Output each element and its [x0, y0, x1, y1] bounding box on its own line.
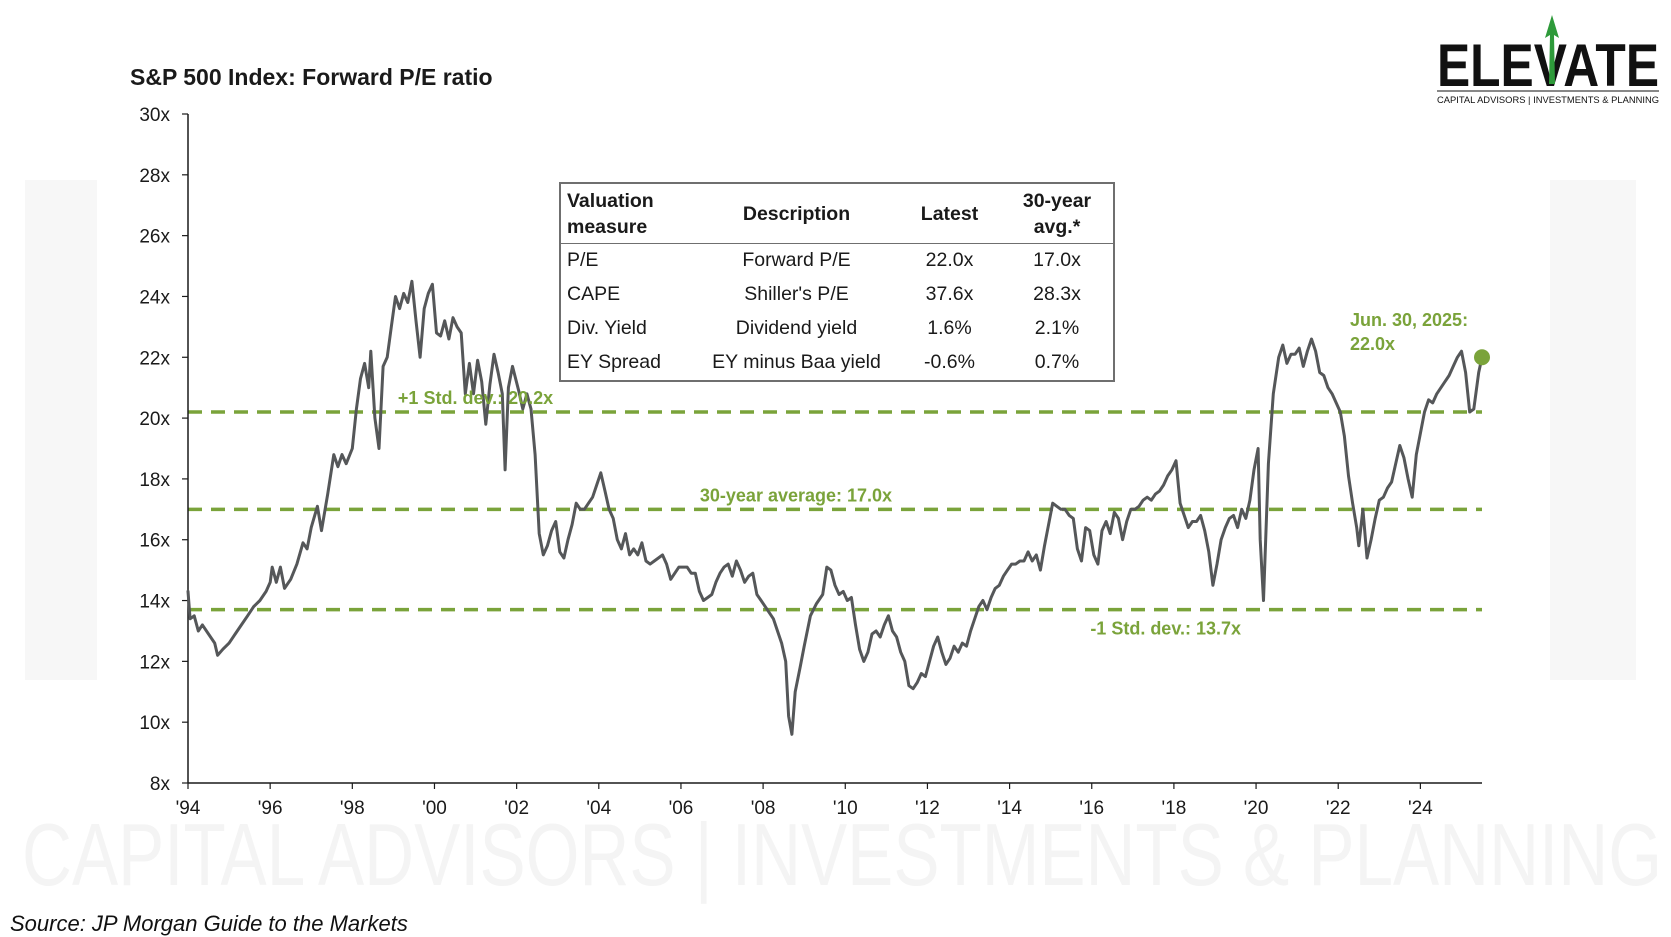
header-valuation-measure: Valuation measure: [567, 190, 654, 239]
table-cell: EY minus Baa yield: [712, 351, 881, 373]
header-30yr-avg: 30-year avg.*: [1022, 190, 1092, 239]
table-row: EY Spread EY minus Baa yield -0.6% 0.7%: [560, 346, 1114, 381]
latest-point-label: Jun. 30, 2025:: [1350, 310, 1468, 330]
table-row: CAPE Shiller's P/E 37.6x 28.3x: [560, 278, 1114, 312]
x-tick-label: '16: [1079, 798, 1104, 819]
x-tick-label: '98: [340, 798, 365, 819]
y-tick-label: 14x: [139, 592, 170, 613]
reference-line-label: -1 Std. dev.: 13.7x: [1090, 619, 1241, 639]
x-tick-label: '00: [422, 798, 447, 819]
x-tick-label: '22: [1326, 798, 1351, 819]
table-row: Div. Yield Dividend yield 1.6% 2.1%: [560, 312, 1114, 346]
table-cell: 28.3x: [1033, 283, 1081, 305]
table-cell: -0.6%: [924, 351, 975, 373]
table-cell: 17.0x: [1033, 249, 1081, 271]
table-cell: 37.6x: [925, 283, 974, 305]
y-tick-label: 16x: [139, 531, 170, 552]
logo-tagline: CAPITAL ADVISORS | INVESTMENTS & PLANNIN…: [1437, 95, 1659, 106]
forward-pe-series-line: [186, 279, 1484, 736]
x-tick-label: '14: [997, 798, 1022, 819]
table-cell: Dividend yield: [735, 317, 858, 339]
source-note: Source: JP Morgan Guide to the Markets: [10, 911, 408, 936]
table-cell: 1.6%: [927, 317, 972, 339]
x-tick-label: '20: [1244, 798, 1269, 819]
valuation-table: Valuation measure Description Latest 30-…: [559, 182, 1115, 382]
latest-point-marker: [1474, 349, 1490, 366]
table-cell: P/E: [567, 249, 599, 271]
x-tick-label: '94: [176, 798, 201, 819]
x-tick-label: '04: [586, 798, 611, 819]
watermark-text: CAPITAL ADVISORS | INVESTMENTS & PLANNIN…: [22, 805, 1662, 904]
table-cell: Forward P/E: [742, 249, 851, 271]
arrow-up-icon: [1545, 15, 1559, 84]
y-tick-label: 30x: [139, 105, 170, 126]
table-row: P/E Forward P/E 22.0x 17.0x: [560, 243, 1114, 278]
x-tick-label: '08: [751, 798, 776, 819]
table-cell: 0.7%: [1034, 351, 1080, 373]
latest-point-value: 22.0x: [1350, 334, 1395, 354]
x-tick-label: '24: [1408, 798, 1433, 819]
y-tick-label: 18x: [139, 470, 170, 491]
logo-wordmark: ELEVATE: [1437, 32, 1659, 99]
y-tick-label: 28x: [139, 166, 170, 187]
y-tick-label: 26x: [139, 227, 170, 248]
watermark: CAPITAL ADVISORS | INVESTMENTS & PLANNIN…: [22, 180, 1662, 904]
elevate-logo: ELEVATE CAPITAL ADVISORS | INVESTMENTS &…: [1437, 15, 1659, 106]
y-tick-label: 8x: [150, 774, 171, 795]
chart-title: S&P 500 Index: Forward P/E ratio: [130, 64, 493, 90]
header-latest: Latest: [920, 203, 979, 226]
x-tick-label: '96: [258, 798, 283, 819]
y-tick-label: 22x: [139, 348, 170, 369]
table-cell: Div. Yield: [567, 317, 647, 339]
table-cell: Shiller's P/E: [744, 283, 849, 305]
x-tick-label: '06: [669, 798, 694, 819]
table-cell: EY Spread: [567, 351, 661, 373]
x-tick-label: '10: [833, 798, 858, 819]
y-tick-label: 10x: [139, 713, 170, 734]
x-tick-label: '02: [504, 798, 529, 819]
table-cell: CAPE: [567, 283, 621, 305]
y-tick-label: 20x: [139, 409, 170, 430]
reference-line-label: +1 Std. dev.: 20.2x: [398, 388, 553, 408]
table-cell: 22.0x: [925, 249, 974, 271]
header-description: Description: [742, 203, 851, 226]
y-tick-label: 12x: [139, 652, 170, 673]
x-tick-label: '18: [1162, 798, 1187, 819]
table-cell: 2.1%: [1034, 317, 1080, 339]
x-tick-label: '12: [915, 798, 940, 819]
table-header-row: Valuation measure Description Latest 30-…: [560, 183, 1114, 243]
reference-line-label: 30-year average: 17.0x: [700, 485, 892, 505]
y-tick-label: 24x: [139, 287, 170, 308]
